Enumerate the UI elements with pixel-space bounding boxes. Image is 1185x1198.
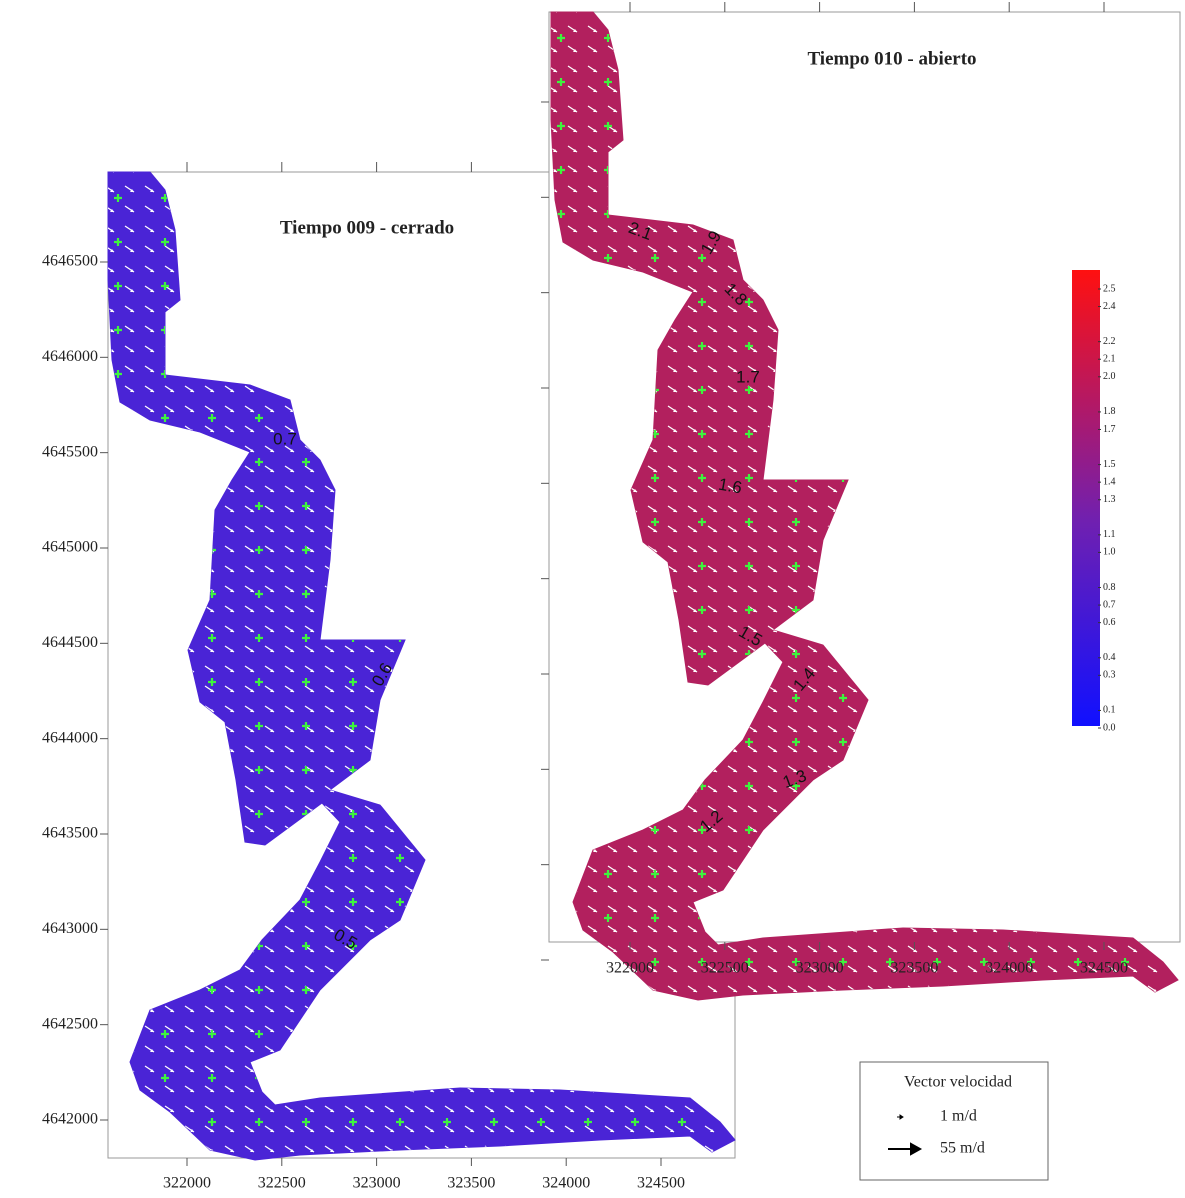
x-tick-label: 323000	[353, 1175, 401, 1192]
colorbar-label: 2.4	[1103, 301, 1116, 312]
x-tick-label: 324500	[1080, 960, 1128, 977]
colorbar-label: 0.4	[1103, 652, 1116, 663]
colorbar-label: 1.3	[1103, 494, 1116, 505]
colorbar-label: 0.7	[1103, 599, 1116, 610]
x-tick-label: 323500	[447, 1175, 495, 1192]
y-tick-label: 4644000	[42, 729, 98, 746]
colorbar-label: 2.2	[1103, 336, 1116, 347]
x-tick-label: 324000	[985, 960, 1033, 977]
y-tick-label: 4646500	[42, 253, 98, 270]
colorbar-label: 2.0	[1103, 371, 1116, 382]
colorbar-label: 1.1	[1103, 529, 1116, 540]
colorbar-label: 0.1	[1103, 705, 1116, 716]
colorbar-label: 0.6	[1103, 617, 1116, 628]
right-panel: Tiempo 010 - abierto 322000 322500 323000 3…	[541, 2, 1180, 1000]
colorbar-label: 1.8	[1103, 406, 1116, 417]
x-tick-label: 323000	[796, 960, 844, 977]
y-tick-label: 4642000	[42, 1111, 98, 1128]
x-tick-label: 322000	[606, 960, 654, 977]
colorbar-label: 1.4	[1103, 476, 1116, 487]
contour-label: 1.7	[736, 367, 760, 386]
x-tick-label: 322500	[258, 1175, 306, 1192]
x-tick-label: 324500	[637, 1175, 685, 1192]
contour-label: 1.6	[717, 475, 744, 498]
legend-entry: 1 m/d	[940, 1108, 977, 1125]
colorbar-label: 1.7	[1103, 424, 1116, 435]
y-tick-label: 4645000	[42, 539, 98, 556]
x-tick-label: 324000	[542, 1175, 590, 1192]
legend: Vector velocidad 1 m/d 55 m/d	[860, 1062, 1048, 1180]
y-tick-label: 4644500	[42, 634, 98, 651]
x-tick-label: 322000	[163, 1175, 211, 1192]
y-tick-label: 4642500	[42, 1015, 98, 1032]
colorbar-label: 1.5	[1103, 459, 1116, 470]
colorbar-label: 1.0	[1103, 547, 1116, 558]
colorbar-label: 0.8	[1103, 582, 1116, 593]
x-tick-label: 323500	[890, 960, 938, 977]
colorbar-label: 2.1	[1103, 354, 1116, 365]
colorbar-label: 2.5	[1103, 283, 1116, 294]
legend-entry: 55 m/d	[940, 1140, 985, 1157]
contour-label: 0.7	[273, 429, 297, 448]
figure: Tiempo 009 - cerrado 4642000 4642500 46430…	[0, 0, 1185, 1198]
colorbar-label: 0.0	[1103, 722, 1116, 733]
y-tick-label: 4643500	[42, 825, 98, 842]
legend-title: Vector velocidad	[904, 1074, 1012, 1091]
colorbar-label: 0.3	[1103, 670, 1116, 681]
colorbar	[1072, 270, 1100, 726]
y-tick-label: 4645500	[42, 443, 98, 460]
y-tick-label: 4646000	[42, 348, 98, 365]
panel-title: Tiempo 009 - cerrado	[280, 217, 454, 238]
y-tick-label: 4643000	[42, 920, 98, 937]
x-tick-label: 322500	[701, 960, 749, 977]
panel-title: Tiempo 010 - abierto	[807, 48, 976, 69]
